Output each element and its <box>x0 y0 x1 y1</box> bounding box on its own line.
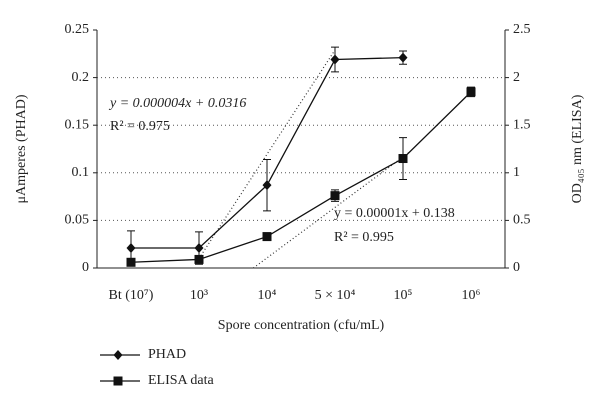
y2-tick-label: 0 <box>513 260 520 275</box>
x-tick-label: 10⁴ <box>258 288 277 303</box>
legend-marker <box>113 376 123 386</box>
data-point <box>398 52 408 63</box>
x-tick-label: 10⁵ <box>394 288 413 303</box>
annotation: R² = 0.975 <box>110 119 170 134</box>
y2-axis-label: OD₄₀₅ nm (ELISA) <box>570 94 585 203</box>
legend-label: ELISA data <box>148 373 214 388</box>
y-tick-label: 0.2 <box>72 70 90 85</box>
data-point <box>398 154 408 164</box>
legend-label: PHAD <box>148 347 186 362</box>
y-tick-label: 0.25 <box>65 22 90 37</box>
data-point <box>126 243 136 254</box>
data-point <box>466 87 476 97</box>
y-axis-label: μAmperes (PHAD) <box>14 94 29 203</box>
data-point <box>262 180 272 191</box>
series-line <box>130 91 472 263</box>
y-tick-label: 0.15 <box>65 117 90 132</box>
x-axis-label: Spore concentration (cfu/mL) <box>218 318 385 333</box>
annotation: y = 0.000004x + 0.0316 <box>108 96 246 111</box>
annotation: R² = 0.995 <box>334 230 394 245</box>
x-tick-label: 10³ <box>190 288 208 303</box>
data-point <box>262 232 272 242</box>
x-tick-label: Bt (10⁷) <box>109 288 154 303</box>
y-tick-label: 0.05 <box>65 213 90 228</box>
data-point <box>330 54 340 65</box>
x-tick-label: 5 × 10⁴ <box>315 288 356 303</box>
y2-tick-label: 0.5 <box>513 213 531 228</box>
data-point <box>330 191 340 201</box>
y-tick-label: 0.1 <box>72 165 90 180</box>
legend-marker <box>113 350 123 360</box>
data-point <box>194 243 204 254</box>
trendline <box>253 151 411 269</box>
data-point <box>194 254 204 264</box>
y-tick-label: 0 <box>82 260 89 275</box>
data-point <box>126 257 136 267</box>
y2-tick-label: 1 <box>513 165 520 180</box>
y2-tick-label: 1.5 <box>513 117 531 132</box>
annotation: y = 0.00001x + 0.138 <box>334 206 455 221</box>
trendline <box>198 49 336 259</box>
x-tick-label: 10⁶ <box>462 288 481 303</box>
y2-tick-label: 2.5 <box>513 22 531 37</box>
y2-tick-label: 2 <box>513 70 520 85</box>
